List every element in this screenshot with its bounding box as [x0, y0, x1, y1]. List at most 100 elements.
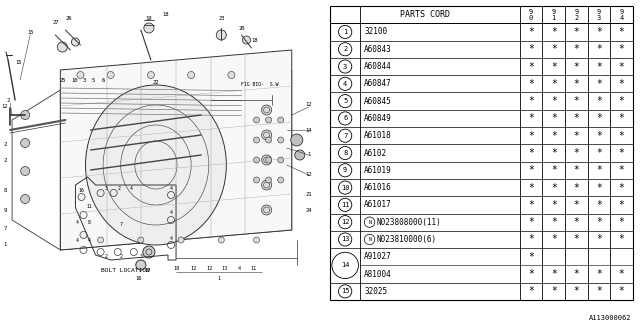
Text: 13: 13 — [221, 266, 227, 270]
Text: *: * — [528, 148, 534, 158]
Text: 1: 1 — [552, 15, 556, 21]
Circle shape — [278, 157, 284, 163]
Circle shape — [216, 30, 227, 40]
Text: *: * — [619, 44, 625, 54]
Text: 1: 1 — [307, 153, 310, 157]
Text: *: * — [596, 27, 602, 37]
Text: 3: 3 — [140, 254, 142, 260]
Text: 9: 9 — [529, 9, 533, 14]
Text: 4: 4 — [238, 266, 241, 270]
Text: 4: 4 — [170, 187, 172, 191]
Circle shape — [262, 205, 271, 215]
Text: *: * — [596, 131, 602, 141]
Circle shape — [243, 36, 250, 44]
Text: *: * — [528, 27, 534, 37]
Text: 32025: 32025 — [364, 287, 387, 296]
Circle shape — [291, 134, 303, 146]
Text: *: * — [528, 252, 534, 262]
Text: *: * — [573, 61, 579, 72]
Circle shape — [143, 246, 155, 258]
Text: *: * — [596, 235, 602, 244]
Text: *: * — [573, 183, 579, 193]
Text: 4: 4 — [343, 81, 348, 87]
Text: 5: 5 — [92, 77, 95, 83]
Text: *: * — [551, 235, 557, 244]
Text: 4: 4 — [129, 186, 132, 190]
Circle shape — [262, 155, 271, 165]
Text: *: * — [551, 131, 557, 141]
Text: 9: 9 — [620, 9, 624, 14]
Text: *: * — [528, 44, 534, 54]
Text: N: N — [368, 237, 371, 242]
Text: *: * — [528, 217, 534, 227]
Text: 2: 2 — [117, 186, 120, 190]
Circle shape — [138, 237, 144, 243]
Text: 16: 16 — [136, 276, 142, 281]
Text: *: * — [551, 269, 557, 279]
Text: *: * — [573, 217, 579, 227]
Text: 15: 15 — [27, 29, 33, 35]
Text: 10: 10 — [71, 77, 77, 83]
Text: 26: 26 — [65, 15, 72, 20]
Circle shape — [278, 117, 284, 123]
Text: 2: 2 — [3, 157, 6, 163]
Text: A60847: A60847 — [364, 79, 392, 88]
Text: *: * — [596, 113, 602, 124]
Text: 10: 10 — [341, 185, 349, 191]
Text: *: * — [573, 131, 579, 141]
Text: 18: 18 — [173, 266, 179, 270]
Text: *: * — [573, 235, 579, 244]
Text: 12: 12 — [305, 172, 312, 178]
Text: 2: 2 — [119, 254, 122, 260]
Circle shape — [278, 177, 284, 183]
Circle shape — [97, 237, 104, 243]
Text: *: * — [528, 131, 534, 141]
Text: 15: 15 — [341, 288, 349, 294]
Text: 17: 17 — [145, 268, 151, 273]
Text: N: N — [368, 220, 371, 225]
Text: 9: 9 — [574, 9, 579, 14]
Circle shape — [266, 157, 271, 163]
Circle shape — [178, 237, 184, 243]
Text: A6102: A6102 — [364, 148, 387, 157]
Text: *: * — [551, 113, 557, 124]
Text: *: * — [573, 269, 579, 279]
Text: *: * — [596, 61, 602, 72]
Text: *: * — [619, 183, 625, 193]
Text: 12: 12 — [341, 219, 349, 225]
Text: *: * — [619, 165, 625, 175]
Text: *: * — [596, 148, 602, 158]
Circle shape — [107, 71, 114, 78]
Text: A60843: A60843 — [364, 45, 392, 54]
Circle shape — [266, 177, 271, 183]
Text: *: * — [596, 183, 602, 193]
Text: 27: 27 — [52, 20, 59, 25]
Text: 3: 3 — [104, 186, 107, 190]
Text: 2: 2 — [104, 254, 107, 260]
Text: 1: 1 — [218, 276, 221, 281]
Text: *: * — [573, 148, 579, 158]
Text: *: * — [596, 217, 602, 227]
Text: *: * — [619, 27, 625, 37]
Circle shape — [228, 71, 235, 78]
Circle shape — [147, 71, 154, 78]
Text: A61018: A61018 — [364, 131, 392, 140]
Text: 7: 7 — [3, 226, 6, 230]
Text: *: * — [619, 96, 625, 106]
Circle shape — [295, 150, 305, 160]
Text: *: * — [551, 79, 557, 89]
Text: *: * — [619, 200, 625, 210]
Text: A61019: A61019 — [364, 166, 392, 175]
Text: *: * — [528, 286, 534, 296]
Text: 8: 8 — [3, 188, 6, 193]
Text: A61017: A61017 — [364, 200, 392, 209]
Text: *: * — [551, 44, 557, 54]
Text: 12: 12 — [190, 266, 196, 270]
Circle shape — [253, 157, 260, 163]
Text: *: * — [528, 200, 534, 210]
Text: PARTS CORD: PARTS CORD — [400, 10, 450, 19]
Text: 25: 25 — [59, 77, 66, 83]
Text: *: * — [528, 165, 534, 175]
Circle shape — [136, 260, 146, 270]
Text: 9: 9 — [343, 167, 348, 173]
